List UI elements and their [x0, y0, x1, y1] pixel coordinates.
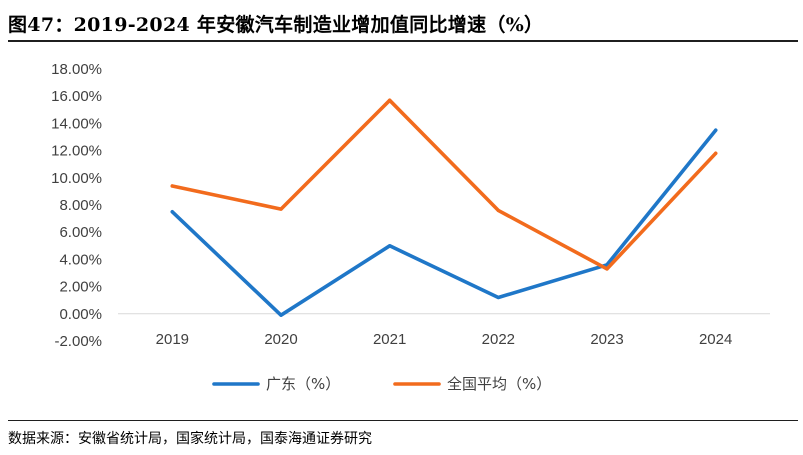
legend-label: 全国平均（%） [447, 375, 551, 393]
y-tick-label: -2.00% [54, 333, 102, 350]
y-tick-label: 2.00% [59, 279, 102, 296]
data-point [170, 184, 174, 188]
title-bar: 图47：2019-2024 年安徽汽车制造业增加值同比增速（%） [8, 6, 798, 42]
legend-layer: 广东（%） 全国平均（%） [212, 375, 551, 393]
x-tick-label: 2020 [264, 331, 297, 348]
series-layer [170, 98, 718, 318]
data-point [496, 208, 500, 213]
footer-divider [8, 420, 798, 421]
line-chart: -2.00% 0.00% 2.00% 4.00% 6.00% 8.00% 10.00% 12.… [51, 61, 770, 393]
data-point [605, 267, 609, 271]
y-tick-label: 16.00% [51, 88, 102, 105]
figure-title: 图47：2019-2024 年安徽汽车制造业增加值同比增速（%） [8, 14, 544, 36]
data-point [714, 128, 718, 132]
y-tick-label: 8.00% [59, 197, 102, 214]
y-tick-label: 14.00% [51, 115, 102, 132]
series-line-1 [170, 98, 718, 271]
x-tick-label: 2022 [482, 331, 515, 348]
data-point [388, 98, 392, 102]
source-note: 数据来源：安徽省统计局，国家统计局，国泰海通证券研究 [8, 431, 372, 447]
x-tick-label: 2021 [373, 331, 406, 348]
y-tick-label: 18.00% [51, 61, 102, 78]
data-point [496, 295, 500, 300]
x-tick-label: 2019 [156, 331, 189, 348]
data-point [714, 151, 718, 155]
data-point [170, 210, 174, 214]
y-tick-label: 0.00% [59, 306, 102, 323]
legend-label: 广东（%） [266, 375, 340, 393]
y-tick-label: 6.00% [59, 224, 102, 241]
data-point [279, 207, 283, 211]
axis-layer: -2.00% 0.00% 2.00% 4.00% 6.00% 8.00% 10.00% 12.… [51, 61, 770, 350]
y-tick-label: 4.00% [59, 251, 102, 268]
data-point [388, 244, 392, 248]
data-point [279, 313, 283, 317]
y-tick-label: 10.00% [51, 170, 102, 187]
x-tick-label: 2024 [699, 331, 732, 348]
y-tick-label: 12.00% [51, 143, 102, 160]
series-line-0 [170, 128, 718, 318]
x-tick-label: 2023 [590, 331, 623, 348]
